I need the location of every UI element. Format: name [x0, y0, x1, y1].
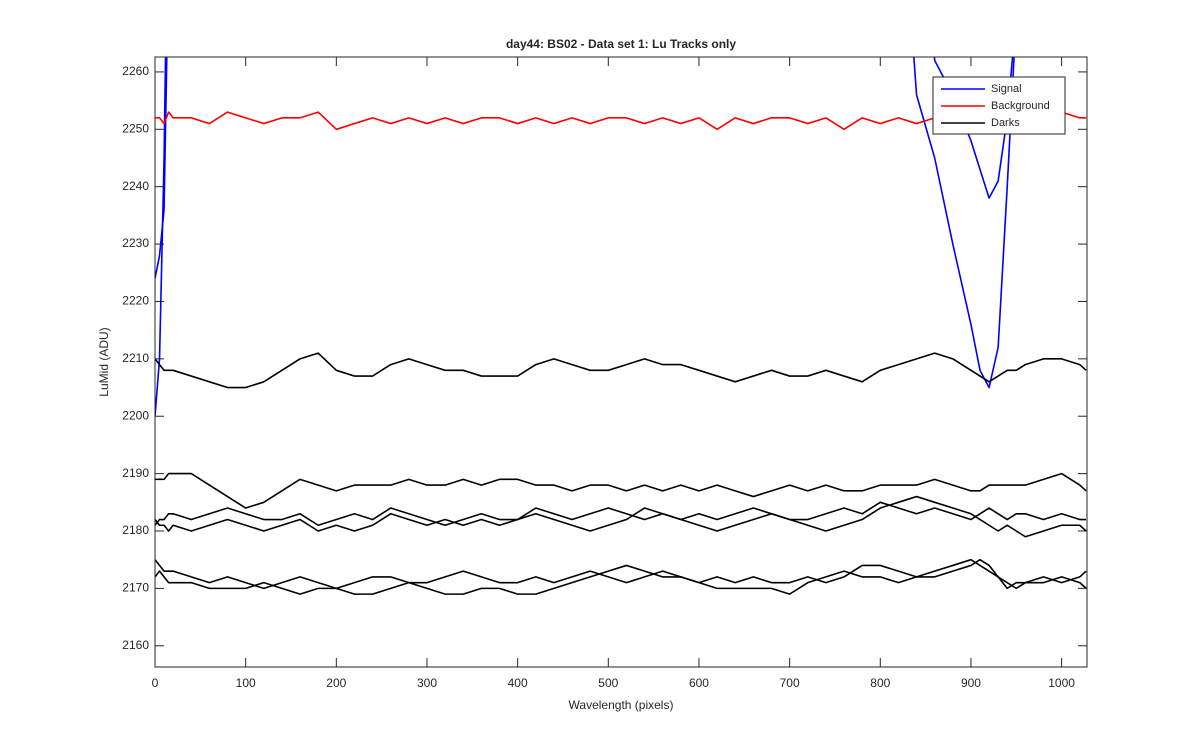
x-tick-label: 800 [870, 676, 890, 690]
y-tick-label: 2220 [122, 294, 149, 308]
series-line [155, 558, 1087, 595]
y-axis-label: LuMid (ADU) [97, 327, 111, 396]
legend-label: Background [991, 100, 1050, 112]
y-tick-label: 2160 [122, 638, 149, 652]
x-tick-label: 300 [417, 676, 437, 690]
series-line [155, 472, 1087, 509]
x-tick-label: 200 [326, 676, 346, 690]
y-tick-label: 2230 [122, 236, 149, 250]
y-tick-label: 2260 [122, 64, 149, 78]
chart-title: day44: BS02 - Data set 1: Lu Tracks only [506, 37, 736, 51]
x-axis-label: Wavelength (pixels) [569, 698, 674, 712]
x-tick-label: 600 [689, 676, 709, 690]
x-tick-label: 0 [152, 676, 159, 690]
legend-label: Darks [991, 117, 1020, 129]
series-line [155, 57, 1014, 279]
legend: Signal Background Darks [932, 76, 1066, 135]
series-line [155, 558, 1087, 590]
series-line [155, 501, 1087, 527]
y-tick-label: 2210 [122, 351, 149, 365]
x-tick-label: 900 [961, 676, 981, 690]
x-tick-label: 500 [598, 676, 618, 690]
y-tick-label: 2200 [122, 408, 149, 422]
y-tick-label: 2190 [122, 466, 149, 480]
x-tick-label: 100 [236, 676, 256, 690]
legend-label: Signal [991, 83, 1022, 95]
x-tick-label: 400 [508, 676, 528, 690]
y-tick-label: 2250 [122, 121, 149, 135]
series-line [155, 495, 1087, 538]
y-tick-label: 2170 [122, 581, 149, 595]
y-tick-label: 2180 [122, 523, 149, 537]
series-line [155, 352, 1087, 389]
series-line [155, 57, 1015, 417]
x-tick-label: 700 [780, 676, 800, 690]
plot-area [155, 57, 1087, 667]
axes-box [154, 56, 1088, 668]
x-tick-label: 1000 [1048, 676, 1075, 690]
lines [155, 57, 1087, 595]
y-tick-label: 2240 [122, 179, 149, 193]
